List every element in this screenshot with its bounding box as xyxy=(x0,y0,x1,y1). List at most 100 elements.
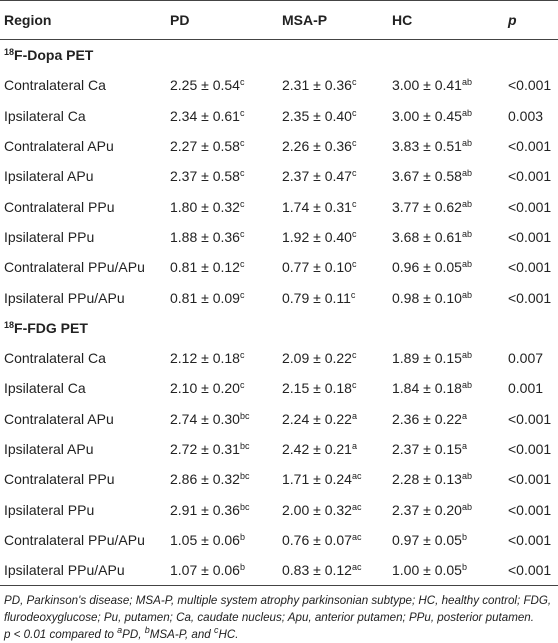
mean-sd: 2.10 ± 0.20 xyxy=(170,380,240,397)
footnote-text: HC. xyxy=(218,628,239,642)
value-cell: 0.96 ± 0.05ab xyxy=(388,252,504,282)
value-cell: 2.10 ± 0.20c xyxy=(166,373,278,403)
mean-sd: 2.09 ± 0.22 xyxy=(282,350,352,367)
section-superscript: 18 xyxy=(4,47,15,58)
value-cell: 2.31 ± 0.36c xyxy=(278,70,388,100)
mean-sd: 0.98 ± 0.10 xyxy=(392,289,462,306)
footnote-text: p < 0.01 compared to xyxy=(4,628,118,642)
region-cell: Ipsilateral PPu/APu xyxy=(4,562,125,579)
p-value-cell: <0.001 xyxy=(508,198,552,215)
column-header: PD xyxy=(170,12,190,28)
column-header: p xyxy=(508,12,517,28)
significance-marker: ab xyxy=(461,198,472,209)
mean-sd: 2.37 ± 0.58 xyxy=(170,168,240,185)
value-cell: 0.98 ± 0.10ab xyxy=(388,282,504,312)
region-cell: Ipsilateral Ca xyxy=(4,380,86,397)
value-cell: 2.37 ± 0.58c xyxy=(166,161,278,191)
mean-sd: 1.84 ± 0.18 xyxy=(392,380,462,397)
data-row: Ipsilateral PPu 2.91 ± 0.36bc 2.00 ± 0.32a… xyxy=(0,494,558,524)
mean-sd: 2.42 ± 0.21 xyxy=(282,441,352,457)
value-cell: 1.92 ± 0.40c xyxy=(278,222,388,252)
value-cell: 1.88 ± 0.36c xyxy=(166,222,278,252)
p-value-cell: <0.001 xyxy=(508,138,552,155)
data-row: Ipsilateral PPu 1.88 ± 0.36c 1.92 ± 0.40c 3… xyxy=(0,222,558,252)
data-row: Ipsilateral APu 2.37 ± 0.58c 2.37 ± 0.47c 3… xyxy=(0,161,558,191)
significance-marker: ab xyxy=(461,138,472,149)
region-cell: Ipsilateral PPu/APu xyxy=(4,289,125,306)
region-cell: Ipsilateral APu xyxy=(4,441,94,457)
mean-sd: 3.00 ± 0.41 xyxy=(392,77,462,94)
data-row: Contralateral PPu/APu 0.81 ± 0.12c 0.77 ± … xyxy=(0,252,558,282)
mean-sd: 2.12 ± 0.18 xyxy=(170,350,240,367)
section-row: 18F-FDG PET xyxy=(0,313,558,343)
significance-marker: c xyxy=(351,259,357,270)
value-cell: 1.89 ± 0.15ab xyxy=(388,343,504,373)
value-cell: 2.72 ± 0.31bc xyxy=(166,434,278,464)
value-cell: 3.83 ± 0.51ab xyxy=(388,131,504,161)
value-cell: 2.37 ± 0.47c xyxy=(278,161,388,191)
value-cell: 1.80 ± 0.32c xyxy=(166,191,278,221)
significance-marker: bc xyxy=(239,410,250,421)
significance-marker: c xyxy=(239,198,245,209)
mean-sd: 1.88 ± 0.36 xyxy=(170,228,240,245)
significance-marker: c xyxy=(351,350,357,361)
header-row: Region PD MSA-P HC p xyxy=(0,0,558,40)
mean-sd: 0.96 ± 0.05 xyxy=(392,259,462,276)
footnote-text: PD, xyxy=(122,628,145,642)
value-cell: 2.74 ± 0.30bc xyxy=(166,404,278,434)
p-value-cell: 0.003 xyxy=(508,107,544,124)
data-row: Ipsilateral Ca 2.34 ± 0.61c 2.35 ± 0.40c 3.… xyxy=(0,101,558,131)
significance-marker: ac xyxy=(351,501,362,512)
section-text: F-Dopa PET xyxy=(14,47,94,64)
significance-marker: a xyxy=(461,441,467,451)
mean-sd: 2.00 ± 0.32 xyxy=(282,501,352,518)
mean-sd: 2.37 ± 0.20 xyxy=(392,501,462,518)
mean-sd: 0.97 ± 0.05 xyxy=(392,531,462,548)
significance-marker: c xyxy=(239,77,245,88)
value-cell: 0.77 ± 0.10c xyxy=(278,252,388,282)
p-value-cell: <0.001 xyxy=(508,410,552,427)
column-header: Region xyxy=(4,12,52,28)
significance-marker: ac xyxy=(351,531,362,542)
significance-marker: c xyxy=(239,350,245,361)
significance-note: p < 0.01 compared to aPD, bMSA-P, and cH… xyxy=(4,626,554,643)
mean-sd: 3.67 ± 0.58 xyxy=(392,168,462,185)
footnotes: PD, Parkinson's disease; MSA-P, multiple… xyxy=(0,586,558,643)
mean-sd: 2.35 ± 0.40 xyxy=(282,107,352,124)
data-row: Ipsilateral PPu/APu 1.07 ± 0.06b 0.83 ± 0.… xyxy=(0,555,558,586)
mean-sd: 1.71 ± 0.24 xyxy=(282,471,352,488)
value-cell: 0.83 ± 0.12ac xyxy=(278,555,388,586)
region-cell: Ipsilateral Ca xyxy=(4,107,86,124)
column-header: MSA-P xyxy=(282,12,328,28)
p-value-cell: <0.001 xyxy=(508,441,552,457)
p-value-cell: <0.001 xyxy=(508,168,552,185)
value-cell: 0.76 ± 0.07ac xyxy=(278,525,388,555)
significance-marker: c xyxy=(239,259,245,270)
significance-marker: c xyxy=(351,138,357,149)
significance-marker: ab xyxy=(461,107,472,118)
significance-marker: c xyxy=(351,228,357,239)
value-cell: 1.74 ± 0.31c xyxy=(278,191,388,221)
value-cell: 2.36 ± 0.22a xyxy=(388,404,504,434)
mean-sd: 1.92 ± 0.40 xyxy=(282,228,352,245)
mean-sd: 0.76 ± 0.07 xyxy=(282,531,352,548)
significance-marker: ab xyxy=(461,228,472,239)
significance-marker: c xyxy=(239,228,245,239)
data-row: Contralateral Ca 2.25 ± 0.54c 2.31 ± 0.36c… xyxy=(0,70,558,100)
region-cell: Contralateral PPu/APu xyxy=(4,259,145,276)
mean-sd: 2.24 ± 0.22 xyxy=(282,410,352,427)
region-cell: Contralateral PPu xyxy=(4,198,115,215)
value-cell: 1.84 ± 0.18ab xyxy=(388,373,504,403)
data-row: Contralateral APu 2.27 ± 0.58c 2.26 ± 0.36… xyxy=(0,131,558,161)
section-title: 18F-Dopa PET xyxy=(0,40,558,71)
region-cell: Contralateral PPu xyxy=(4,471,115,488)
mean-sd: 1.80 ± 0.32 xyxy=(170,198,240,215)
abbreviations: PD, Parkinson's disease; MSA-P, multiple… xyxy=(4,594,552,625)
mean-sd: 0.81 ± 0.12 xyxy=(170,259,240,276)
significance-marker: ab xyxy=(461,168,472,179)
mean-sd: 2.91 ± 0.36 xyxy=(170,501,240,518)
mean-sd: 2.86 ± 0.32 xyxy=(170,471,240,488)
mean-sd: 2.34 ± 0.61 xyxy=(170,107,240,124)
p-value-cell: <0.001 xyxy=(508,228,552,245)
value-cell: 3.00 ± 0.41ab xyxy=(388,70,504,100)
